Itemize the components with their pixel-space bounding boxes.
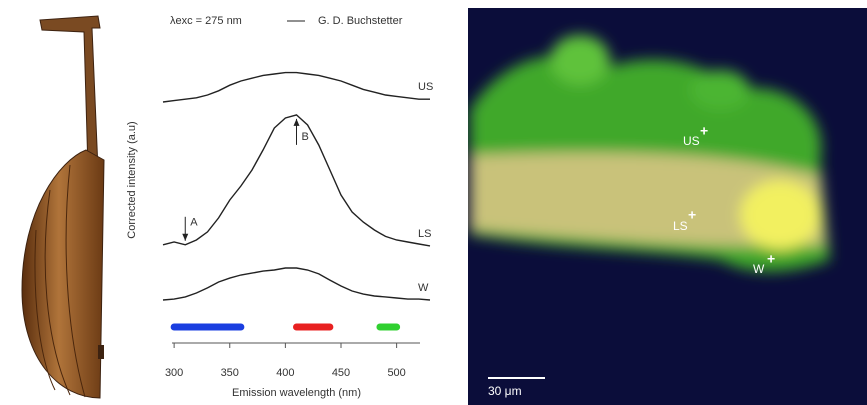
spectrum-line (163, 268, 430, 300)
spectrum-chart: 300 350 400 450 500 Emission wavelength (nm) C… (126, 15, 433, 399)
x-axis-label: Emission wavelength (nm) (232, 387, 361, 399)
x-tick-label: 350 (221, 367, 239, 379)
x-tick-label: 450 (332, 367, 350, 379)
site-label: US (683, 134, 700, 148)
micrograph: US LS W + + + 30 μm (468, 8, 867, 405)
x-tick-label: 500 (387, 367, 405, 379)
x-tick-label: 300 (165, 367, 183, 379)
annotation: λexc = 275 nm (170, 15, 242, 27)
figure: 300 350 400 450 500 Emission wavelength (nm) C… (0, 0, 867, 405)
site-marker: + (700, 123, 708, 139)
series-label: LS (418, 228, 431, 240)
legend-label: G. D. Buchstetter (318, 15, 403, 27)
series-label: W (418, 282, 429, 294)
site-label: LS (673, 219, 688, 233)
y-axis-label: Corrected intensity (a.u) (126, 121, 138, 238)
marker-label: A (190, 217, 198, 229)
spectrum-line (163, 73, 430, 102)
series-label: US (418, 81, 433, 93)
marker-arrowhead (182, 234, 188, 241)
x-tick-label: 400 (276, 367, 294, 379)
lute-photo (22, 16, 104, 398)
site-marker: + (767, 251, 775, 267)
marker-arrowhead (294, 119, 300, 126)
marker-label: B (302, 131, 309, 143)
site-label: W (753, 262, 765, 276)
scale-bar-label: 30 μm (488, 384, 522, 398)
site-marker: + (688, 207, 696, 223)
